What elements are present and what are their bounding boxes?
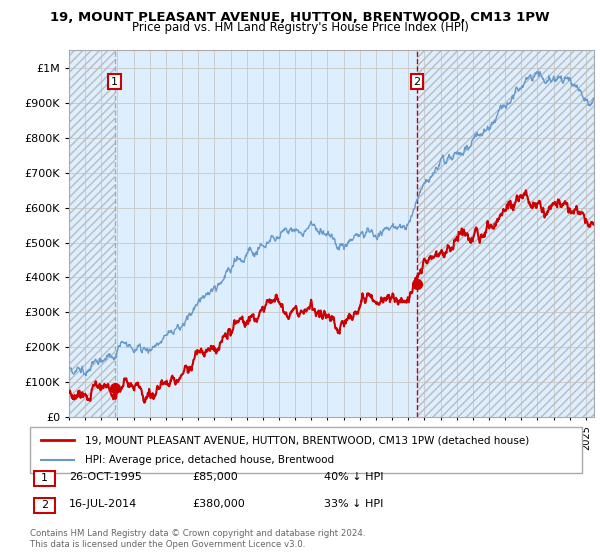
- Text: 2: 2: [41, 500, 48, 510]
- FancyBboxPatch shape: [30, 427, 582, 473]
- Text: HPI: Average price, detached house, Brentwood: HPI: Average price, detached house, Bren…: [85, 455, 334, 465]
- Text: 40% ↓ HPI: 40% ↓ HPI: [324, 472, 383, 482]
- Text: Contains HM Land Registry data © Crown copyright and database right 2024.
This d: Contains HM Land Registry data © Crown c…: [30, 529, 365, 549]
- Text: 19, MOUNT PLEASANT AVENUE, HUTTON, BRENTWOOD, CM13 1PW (detached house): 19, MOUNT PLEASANT AVENUE, HUTTON, BRENT…: [85, 435, 529, 445]
- Text: 33% ↓ HPI: 33% ↓ HPI: [324, 499, 383, 509]
- Bar: [417, 50, 594, 417]
- Text: £85,000: £85,000: [192, 472, 238, 482]
- Text: 16-JUL-2014: 16-JUL-2014: [69, 499, 137, 509]
- Text: 2: 2: [413, 77, 421, 87]
- Text: Price paid vs. HM Land Registry's House Price Index (HPI): Price paid vs. HM Land Registry's House …: [131, 21, 469, 34]
- Bar: [69, 50, 115, 417]
- Text: 1: 1: [41, 473, 48, 483]
- FancyBboxPatch shape: [34, 498, 55, 513]
- FancyBboxPatch shape: [34, 470, 55, 486]
- Text: 19, MOUNT PLEASANT AVENUE, HUTTON, BRENTWOOD, CM13 1PW: 19, MOUNT PLEASANT AVENUE, HUTTON, BRENT…: [50, 11, 550, 24]
- Text: £380,000: £380,000: [192, 499, 245, 509]
- Text: 26-OCT-1995: 26-OCT-1995: [69, 472, 142, 482]
- Text: 1: 1: [111, 77, 118, 87]
